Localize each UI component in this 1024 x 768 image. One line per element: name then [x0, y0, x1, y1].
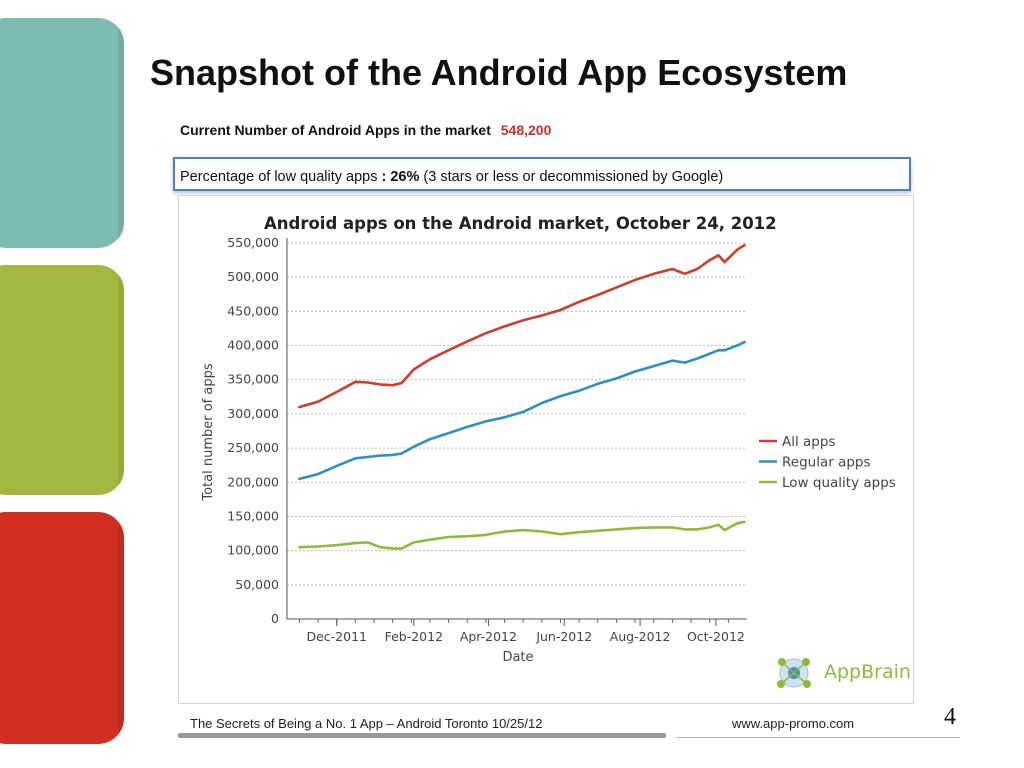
- x-tick-label: Oct-2012: [687, 629, 745, 644]
- app-count-label: Current Number of Android Apps in the ma…: [180, 122, 491, 138]
- y-axis-label: Total number of apps: [201, 363, 216, 501]
- slide-title: Snapshot of the Android App Ecosystem: [150, 52, 848, 93]
- page-number: 4: [944, 704, 956, 730]
- chart-title: Android apps on the Android market, Octo…: [264, 214, 777, 233]
- callout-suffix: (3 stars or less or decommissioned by Go…: [419, 169, 724, 185]
- y-tick-label: 0: [271, 611, 279, 626]
- y-tick-label: 150,000: [227, 508, 279, 523]
- y-tick-label: 50,000: [235, 577, 279, 592]
- legend-label: Regular apps: [782, 455, 871, 471]
- x-tick-label: Jun-2012: [535, 629, 592, 644]
- footer-text: The Secrets of Being a No. 1 App – Andro…: [190, 716, 543, 731]
- y-tick-label: 100,000: [227, 543, 279, 558]
- legend-label: All apps: [782, 434, 835, 450]
- x-tick-label: Feb-2012: [385, 629, 443, 644]
- chart-frame: Android apps on the Android market, Octo…: [178, 195, 914, 704]
- app-count-line: Current Number of Android Apps in the ma…: [180, 122, 551, 138]
- low-quality-callout: Percentage of low quality apps : 26% (3 …: [173, 157, 911, 191]
- x-tick-label: Aug-2012: [610, 629, 671, 644]
- y-tick-label: 500,000: [227, 269, 279, 284]
- legend-label: Low quality apps: [782, 475, 896, 491]
- footer-url: www.app-promo.com: [732, 716, 855, 731]
- decor-tile-teal: [0, 18, 124, 248]
- series-line-low-quality-apps: [298, 520, 746, 550]
- y-tick-label: 400,000: [227, 338, 279, 353]
- apps-line-chart: Android apps on the Android market, Octo…: [201, 214, 896, 665]
- y-tick-label: 300,000: [227, 406, 279, 421]
- footer-bar: [178, 733, 666, 738]
- appbrain-logo-text: AppBrain: [824, 661, 911, 683]
- y-tick-label: 250,000: [227, 440, 279, 455]
- callout-percentage: : 26%: [381, 169, 420, 185]
- x-tick-label: Apr-2012: [460, 629, 517, 644]
- app-count-value: 548,200: [500, 122, 552, 138]
- y-tick-label: 550,000: [227, 235, 279, 250]
- y-tick-label: 200,000: [227, 474, 279, 489]
- decor-tile-green: [0, 265, 124, 495]
- series-line-all-apps: [298, 243, 746, 409]
- x-tick-label: Dec-2011: [306, 629, 367, 644]
- x-axis-label: Date: [502, 650, 533, 665]
- y-tick-label: 350,000: [227, 372, 279, 387]
- footer-rule: [676, 737, 960, 738]
- callout-prefix: Percentage of low quality apps: [180, 169, 382, 185]
- y-tick-label: 450,000: [227, 303, 279, 318]
- decor-tile-red: [0, 512, 124, 744]
- series-line-regular-apps: [298, 340, 746, 481]
- appbrain-logo-icon: [777, 658, 811, 688]
